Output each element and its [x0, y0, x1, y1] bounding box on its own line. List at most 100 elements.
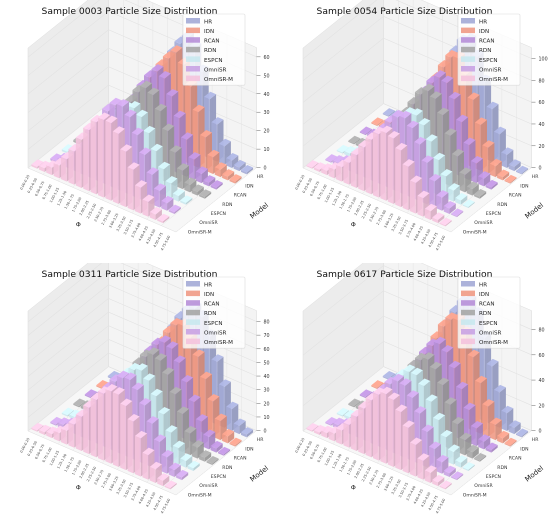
x-tick-label: 4.25-4.50: [420, 229, 431, 245]
z-tick-label: 20: [539, 144, 545, 150]
bar: [218, 446, 231, 456]
model-axis-label: Model: [249, 464, 271, 483]
chart-title: Sample 0311 Particle Size Distribution: [42, 269, 218, 280]
z-tick-label: 0: [264, 166, 267, 172]
x-tick-label: 1.50-1.75: [339, 193, 350, 209]
x-tick-label: 0.25-0.50: [302, 440, 313, 456]
legend-label: OmniSR: [479, 330, 502, 336]
bar: [241, 164, 254, 175]
x-tick-label: 2.25-2.50: [86, 466, 97, 482]
x-tick-label: 0.75-1.00: [42, 184, 53, 200]
x-tick-label: 4.00-4.25: [413, 225, 424, 241]
bar: [229, 437, 242, 447]
legend-label: RCAN: [479, 302, 495, 308]
model-tick-label: RDN: [497, 465, 507, 471]
bar: [497, 169, 510, 181]
legend-label: IDN: [479, 29, 489, 35]
bar: [466, 444, 479, 459]
legend-label: OmniSR-M: [479, 77, 508, 83]
z-axis-ticks: 0 10 20 30 40 50 60: [256, 55, 270, 172]
legend-label: OmniSR: [204, 330, 227, 336]
legend-label: ESPCN: [479, 321, 498, 327]
bar: [210, 180, 223, 190]
legend-label: HR: [204, 19, 212, 25]
bar: [348, 398, 361, 408]
x-tick-label: 1.25-1.50: [331, 190, 342, 206]
legend-swatch: [186, 27, 200, 34]
x-tick-label: 3.50-3.75: [123, 219, 134, 235]
x-tick-label: 3.75-4.00: [130, 485, 141, 501]
x-tick-label: 0.00-0.25: [19, 437, 30, 453]
x-tick-label: 0.25-0.50: [27, 177, 38, 193]
bar: [485, 179, 498, 190]
model-tick-label: HR: [532, 174, 539, 180]
model-tick-label: OmniSR: [199, 483, 218, 489]
x-tick-label: 1.50-1.75: [339, 456, 350, 472]
x-tick-label: 4.00-4.25: [138, 488, 149, 504]
x-tick-label: 0.25-0.50: [27, 440, 38, 456]
bar: [508, 159, 521, 172]
legend-swatch: [186, 281, 200, 287]
legend-swatch: [186, 329, 200, 335]
legend-swatch: [461, 319, 475, 325]
bar: [432, 212, 445, 224]
bar: [184, 177, 197, 193]
chart-title: Sample 0054 Particle Size Distribution: [317, 6, 493, 17]
model-tick-label: OmniSR-M: [188, 229, 212, 235]
x-tick-label: 3.00-3.25: [383, 476, 394, 492]
model-tick-label: OmniSR: [474, 220, 493, 226]
bar: [210, 440, 223, 453]
x-tick-label: 2.50-2.75: [93, 206, 104, 222]
model-tick-label: IDN: [520, 183, 528, 189]
legend-label: ESPCN: [479, 58, 498, 64]
x-tick-label: 4.50-4.75: [153, 495, 164, 511]
bar: [184, 426, 197, 456]
bar: [455, 192, 468, 205]
bar: [443, 200, 456, 214]
model-tick-label: RCAN: [234, 456, 247, 462]
chart-title: Sample 0003 Particle Size Distribution: [42, 6, 218, 17]
model-tick-label: IDN: [245, 183, 253, 189]
x-tick-label: 0.50-0.75: [309, 444, 320, 460]
x-axis-ticks: 0.00-0.250.25-0.500.50-0.750.75-1.001.00…: [19, 174, 171, 251]
z-tick-label: 20: [264, 401, 270, 407]
x-tick-label: 1.75-2.00: [346, 460, 357, 476]
bar: [306, 160, 319, 169]
bar: [443, 465, 456, 477]
bar: [516, 428, 529, 438]
legend-label: RDN: [204, 48, 216, 54]
bar: [233, 418, 246, 435]
x-tick-label: 1.25-1.50: [56, 453, 67, 469]
x-tick-label: 1.00-1.25: [49, 187, 60, 203]
x-tick-label: 2.50-2.75: [93, 469, 104, 485]
bar: [359, 126, 372, 136]
legend-swatch: [461, 75, 475, 82]
bar: [195, 166, 208, 184]
x-tick-label: 3.00-3.25: [108, 476, 119, 492]
bar: [161, 195, 174, 211]
legend-label: IDN: [479, 292, 489, 298]
bar: [424, 203, 437, 220]
bar: [199, 189, 212, 199]
bar: [428, 441, 441, 471]
legend-swatch: [186, 75, 200, 82]
bars: [306, 293, 529, 490]
x-tick-label: 0.75-1.00: [317, 447, 328, 463]
bar: [149, 206, 162, 220]
x-tick-label: 1.50-1.75: [64, 456, 75, 472]
legend-label: HR: [479, 19, 487, 25]
legend-swatch: [186, 37, 200, 43]
z-tick-label: 60: [539, 100, 545, 106]
chart-svg: 0 10 20 30 40 50 60 70 80 0.00-0.250.25-0.500.50-…: [19, 263, 271, 514]
model-tick-label: HR: [532, 437, 539, 443]
bar: [504, 437, 517, 447]
bar: [371, 117, 384, 126]
x-tick-label: 4.75-5.00: [435, 498, 446, 514]
legend-label: RCAN: [479, 39, 495, 45]
bar: [203, 429, 216, 450]
z-tick-label: 0: [264, 429, 267, 435]
x-tick-label: 4.50-4.75: [153, 232, 164, 248]
bar: [455, 455, 468, 468]
legend-swatch: [461, 27, 475, 34]
